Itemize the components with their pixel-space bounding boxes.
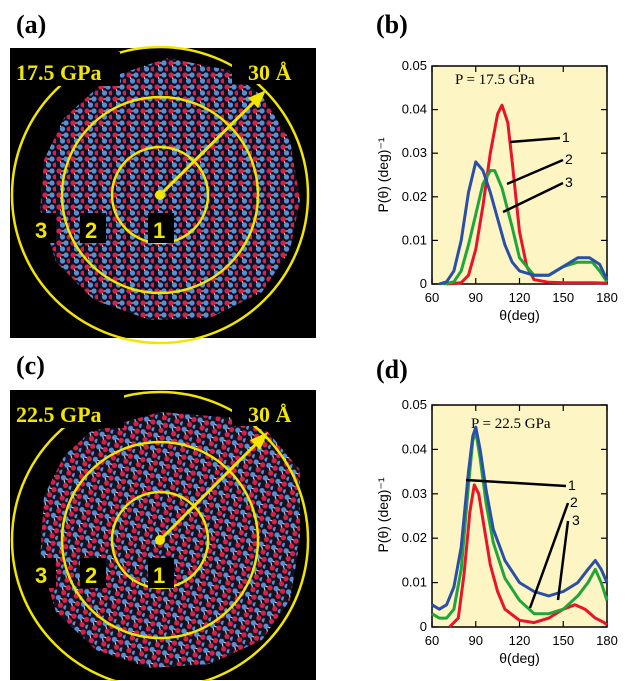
simulation-panel-c: 22.5 GPa 30 Å 1 2 3 <box>10 390 316 681</box>
x-axis-title: θ(deg) <box>499 650 539 666</box>
zone-circle-3 <box>10 390 310 681</box>
atom-cluster <box>40 58 300 320</box>
x-tick-label: 90 <box>469 633 483 648</box>
y-tick-label: 0.05 <box>402 397 427 412</box>
x-tick-label: 60 <box>425 290 439 305</box>
panel-label-d: (d) <box>376 355 408 384</box>
y-tick-label: 0 <box>420 619 427 634</box>
pressure-label: 22.5 GPa <box>16 402 102 427</box>
zone-circle-3 <box>10 45 310 345</box>
zone-label-1: 1 <box>153 218 165 243</box>
zone-label-1: 1 <box>153 563 165 588</box>
series-label-2: 2 <box>565 151 573 167</box>
series-label-1: 1 <box>568 477 576 493</box>
pressure-annotation: P = 17.5 GPa <box>455 72 535 88</box>
radius-arrow <box>158 96 260 197</box>
center-dot <box>155 190 165 200</box>
series-leader-line <box>465 478 567 488</box>
zone-circle-2 <box>60 95 260 295</box>
series-label-3: 3 <box>572 512 580 528</box>
y-tick-label: 0.02 <box>402 530 427 545</box>
y-tick-label: 0.01 <box>402 232 427 247</box>
x-tick-label: 120 <box>509 290 531 305</box>
y-tick-label: 0.04 <box>402 102 427 117</box>
arrow-head <box>250 432 268 450</box>
pressure-annotation: P = 22.5 GPa <box>471 416 551 432</box>
y-axis-title: P(θ) (deg)⁻¹ <box>375 477 391 552</box>
series-line-3 <box>431 425 609 611</box>
zone-label-2: 2 <box>85 563 97 588</box>
y-axis-title: P(θ) (deg)⁻¹ <box>375 137 391 212</box>
series-line-3 <box>438 160 609 286</box>
y-tick-label: 0.04 <box>402 441 427 456</box>
series-leader-line <box>528 502 570 609</box>
panel-label-c: (c) <box>16 351 45 380</box>
series-label-1: 1 <box>562 129 570 145</box>
zone-label-2: 2 <box>85 218 97 243</box>
zone-label-3: 3 <box>35 218 47 243</box>
x-tick-label: 180 <box>596 633 618 648</box>
series-line-2 <box>443 169 609 286</box>
arrow-head <box>248 90 266 108</box>
x-tick-label: 150 <box>552 633 574 648</box>
x-tick-label: 180 <box>596 290 618 305</box>
y-tick-label: 0.01 <box>402 575 427 590</box>
chart-panel-b: 60 90 120 150 180 0 0.01 0.02 0.03 0.04 0.05 θ(deg)… <box>375 58 618 323</box>
scale-label: 30 Å <box>248 402 292 427</box>
atom-cluster <box>40 412 300 668</box>
series-leader-line <box>506 158 564 186</box>
plot-area <box>431 65 608 285</box>
series-line-2 <box>431 430 609 620</box>
x-tick-label: 120 <box>509 633 531 648</box>
series-label-3: 3 <box>565 174 573 190</box>
x-axis-title: θ(deg) <box>499 307 539 323</box>
panel-label-b: (b) <box>376 10 408 39</box>
series-line-1 <box>448 483 608 629</box>
radius-arrow <box>158 438 262 542</box>
panel-label-a: (a) <box>16 10 46 39</box>
x-tick-label: 90 <box>469 290 483 305</box>
zone-circle-2 <box>60 440 260 640</box>
zone-label-3: 3 <box>35 563 47 588</box>
y-tick-label: 0.03 <box>402 486 427 501</box>
series-leader-line <box>509 136 561 144</box>
series-leader-line <box>502 181 564 214</box>
y-tick-label: 0.05 <box>402 58 427 73</box>
pressure-label: 17.5 GPa <box>16 60 102 85</box>
y-tick-label: 0 <box>420 276 427 291</box>
x-tick-label: 60 <box>425 633 439 648</box>
series-leader-line <box>556 520 570 601</box>
simulation-panel-a: 17.5 GPa 30 Å 1 2 3 <box>10 45 316 345</box>
y-tick-label: 0.02 <box>402 189 427 204</box>
x-tick-label: 150 <box>552 290 574 305</box>
center-dot <box>155 535 165 545</box>
y-tick-label: 0.03 <box>402 145 427 160</box>
series-label-2: 2 <box>570 494 578 510</box>
series-line-1 <box>446 103 608 286</box>
scale-label: 30 Å <box>248 60 292 85</box>
chart-panel-d: 60 90 120 150 180 0 0.01 0.02 0.03 0.04 0.05 θ(deg)… <box>375 397 618 666</box>
